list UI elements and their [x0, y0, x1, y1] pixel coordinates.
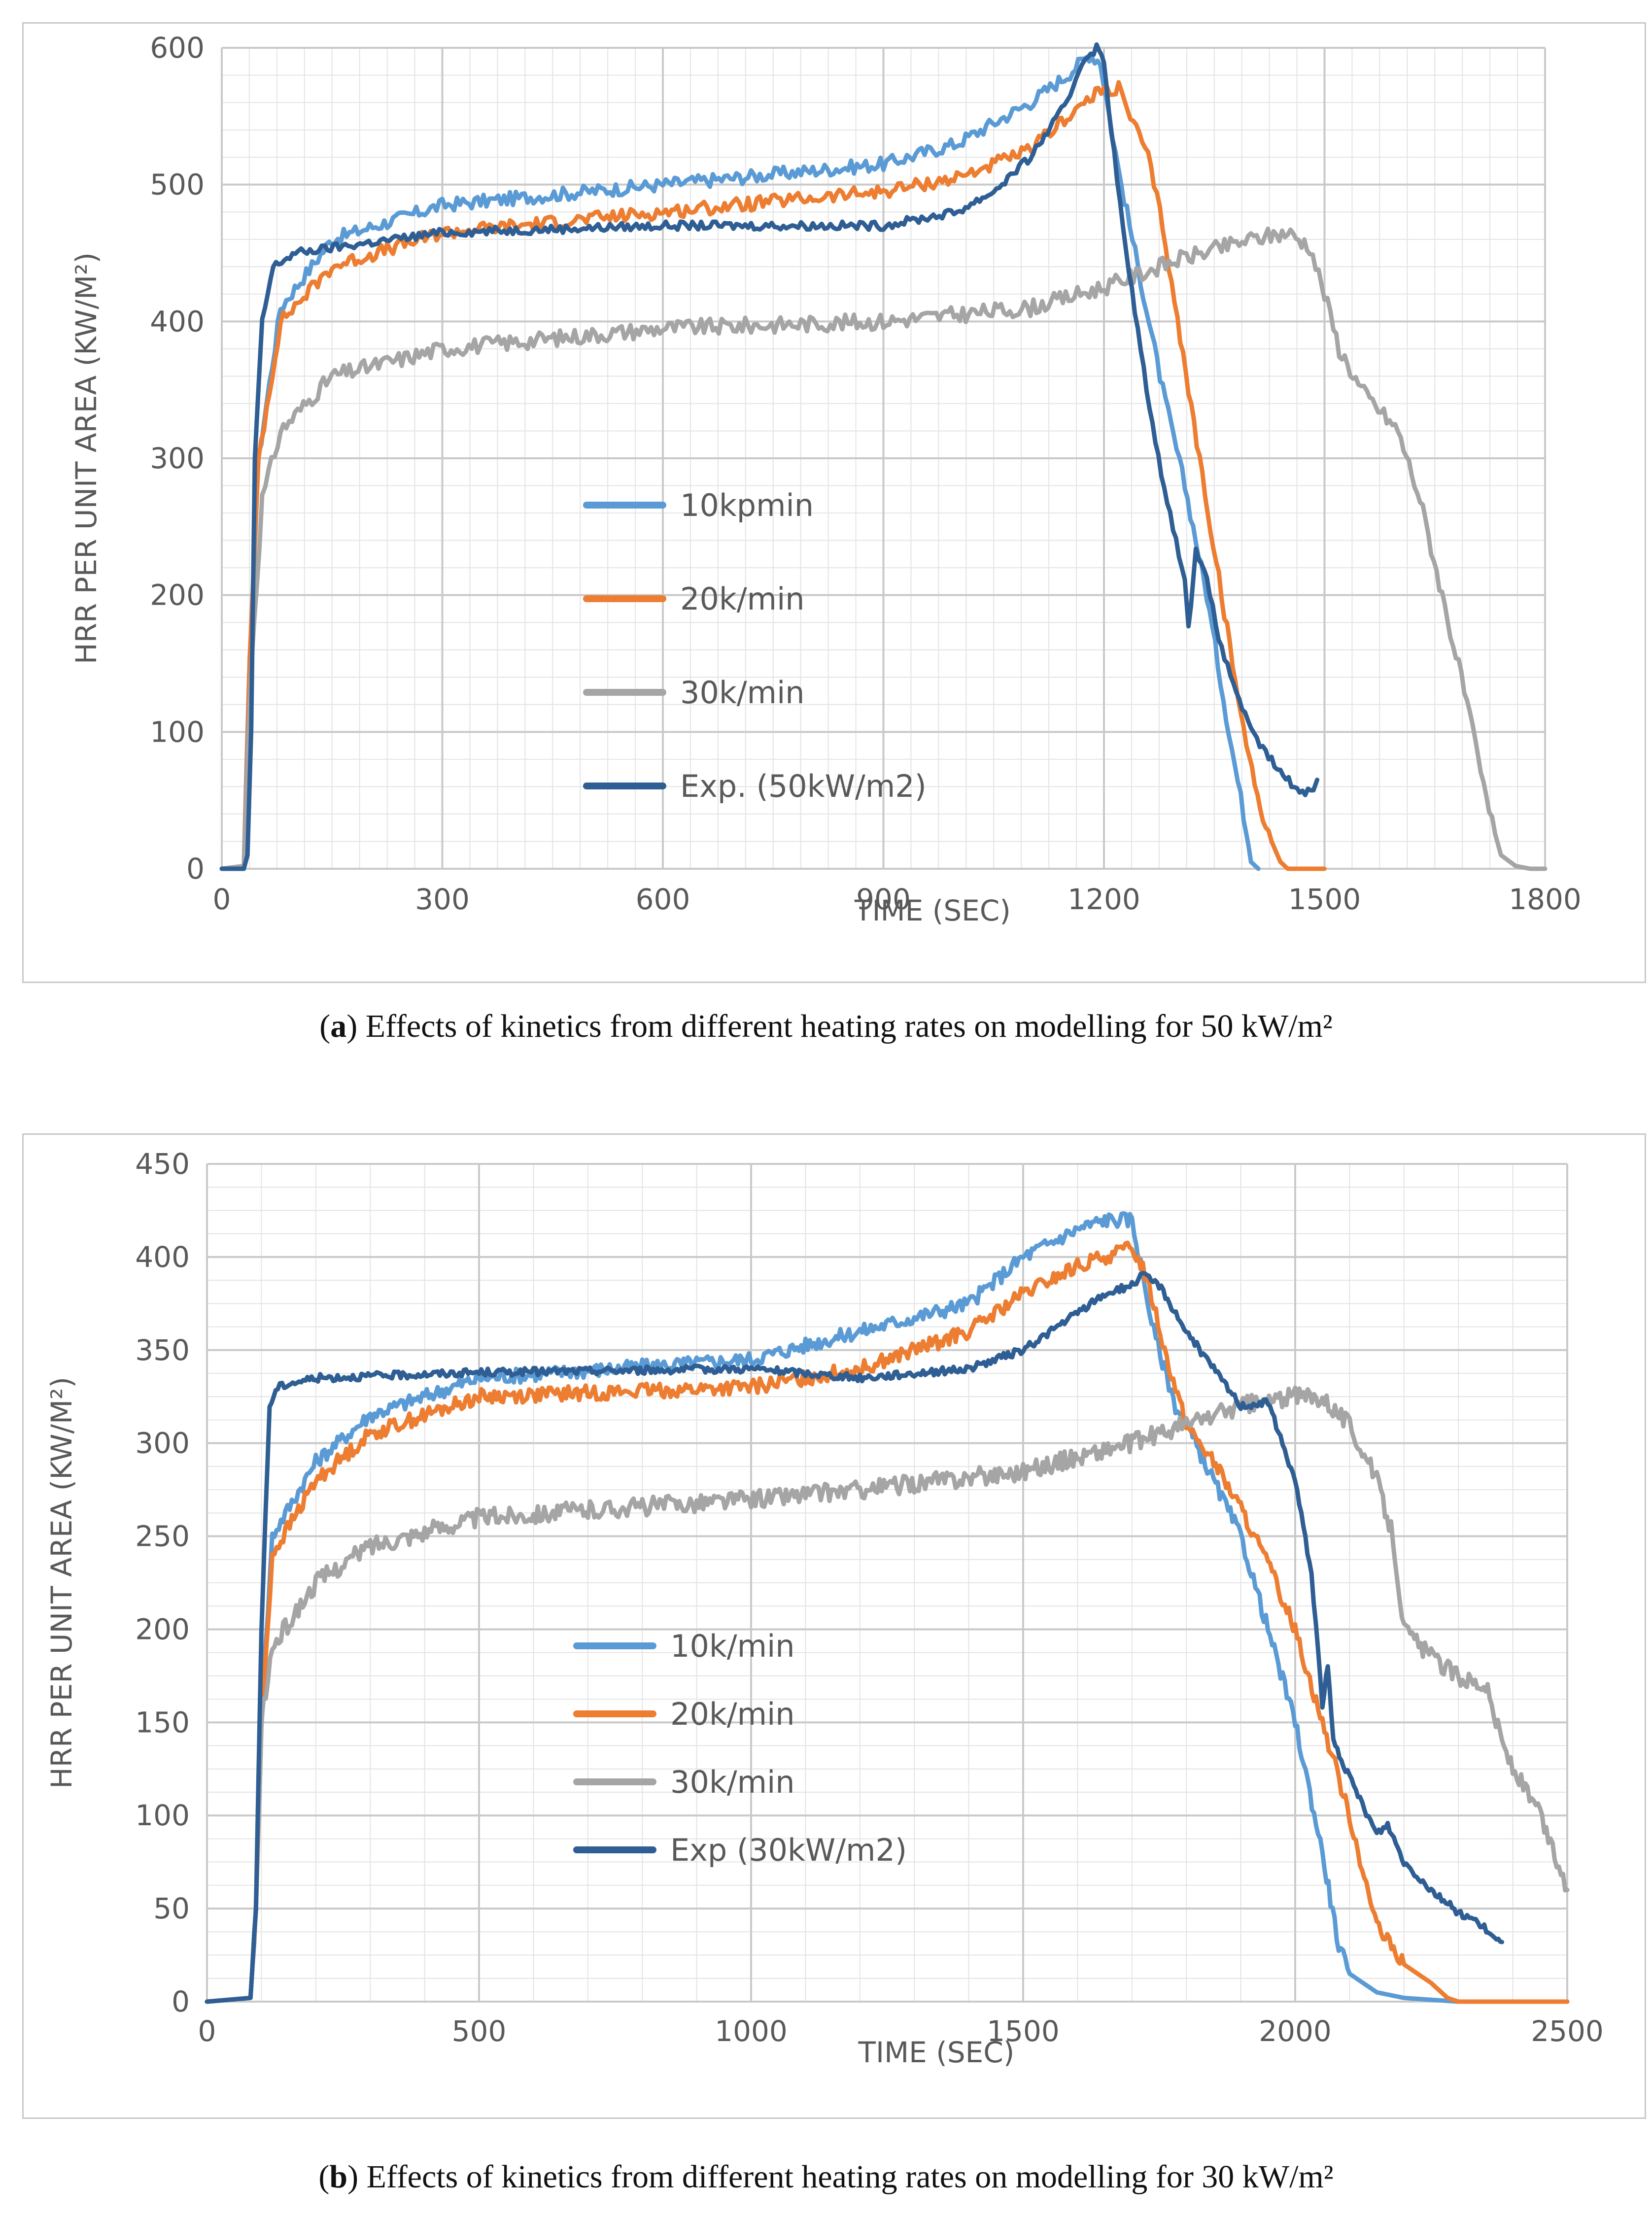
legend-label: 30k/min [680, 675, 805, 711]
legend-label: 20k/min [680, 581, 805, 617]
y-tick-label: 100 [150, 715, 205, 749]
x-tick-label: 500 [452, 2014, 507, 2048]
x-tick-label: 2500 [1531, 2014, 1604, 2048]
legend-label: 10kpmin [680, 487, 814, 523]
x-tick-label: 600 [636, 883, 690, 916]
y-tick-label: 350 [135, 1333, 190, 1367]
caption-b: (b) Effects of kinetics from different h… [318, 2159, 1334, 2195]
legend-label: Exp (30kW/m2) [670, 1832, 907, 1868]
series-line-30k/min [205, 1385, 1570, 2004]
x-axis-title: TIME (SEC) [858, 2036, 1015, 2069]
series-line-20k/min [205, 1240, 1570, 2004]
x-tick-label: 0 [213, 883, 231, 916]
x-axis-title: TIME (SEC) [854, 894, 1011, 927]
chart-panel-a [22, 22, 1646, 983]
x-tick-label: 1200 [1067, 883, 1140, 916]
caption-a: (a) Effects of kinetics from different h… [319, 1008, 1333, 1044]
x-tick-label: 0 [198, 2014, 216, 2048]
legend-label: Exp. (50kW/m2) [680, 768, 927, 804]
y-tick-label: 50 [153, 1892, 190, 1925]
y-tick-label: 300 [135, 1427, 190, 1460]
y-tick-label: 400 [135, 1240, 190, 1274]
x-tick-label: 900 [856, 883, 911, 916]
legend-label: 30k/min [670, 1764, 795, 1800]
series-line-30k/min [219, 226, 1548, 871]
y-tick-label: 250 [135, 1520, 190, 1553]
x-tick-label: 1000 [715, 2014, 788, 2048]
series-line-10k/min [205, 1211, 1570, 2004]
series-line-20k/min [219, 80, 1327, 871]
x-tick-label: 1500 [1288, 883, 1361, 916]
y-axis-title: HRR PER UNIT AREA (KW/M²) [45, 1377, 78, 1789]
series-line-Exp (30kW/m2) [205, 1271, 1504, 2004]
y-tick-label: 150 [135, 1705, 190, 1739]
caption-a-letter: a [330, 1008, 347, 1044]
legend-label: 10k/min [670, 1628, 795, 1664]
y-tick-label: 200 [135, 1612, 190, 1646]
caption-a-text: ) Effects of kinetics from different hea… [346, 1008, 1333, 1044]
y-tick-label: 100 [135, 1799, 190, 1832]
legend-label: 20k/min [670, 1696, 795, 1732]
series-line-Exp. (50kW/m2) [219, 42, 1320, 871]
y-tick-label: 400 [150, 305, 205, 338]
x-tick-label: 2000 [1259, 2014, 1332, 2048]
x-tick-label: 1800 [1509, 883, 1582, 916]
y-tick-label: 450 [135, 1147, 190, 1181]
x-tick-label: 1500 [987, 2014, 1060, 2048]
y-tick-label: 200 [150, 579, 205, 612]
y-tick-label: 600 [150, 31, 205, 65]
chart-b: 0 500 1000 1500 2000 2500 0 50 100 150 200 250 300 35… [45, 1147, 1604, 2069]
y-tick-label: 500 [150, 168, 205, 202]
y-axis-title: HRR PER UNIT AREA (KW/M²) [69, 252, 103, 664]
y-tick-label: 0 [172, 1985, 190, 2018]
y-tick-label: 0 [186, 852, 205, 886]
series-line-10kpmin [219, 55, 1261, 871]
chart-a: 0 300 600 900 1200 1500 1800 0 100 200 300 400 500 60… [69, 31, 1582, 927]
x-tick-label: 300 [415, 883, 470, 916]
caption-b-letter: b [329, 2159, 348, 2195]
y-tick-label: 300 [150, 442, 205, 475]
caption-b-text: ) Effects of kinetics from different hea… [347, 2159, 1334, 2195]
